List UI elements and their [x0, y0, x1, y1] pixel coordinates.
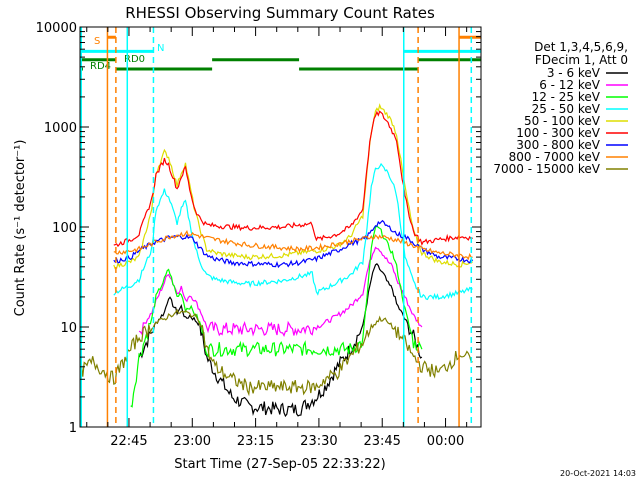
y-tick-label: 100: [52, 221, 77, 236]
legend-header: Det 1,3,4,5,6,9,: [534, 40, 628, 54]
flag-label-s: S: [94, 36, 100, 47]
axes: 1 10 100 1000 10000 22:45 23:00 23:15 23:30 23:45…: [36, 21, 481, 449]
series-line-12-25-kev: [130, 225, 423, 408]
series-line-100-300-kev: [113, 110, 473, 248]
legend-header: FDecim 1, Att 0: [535, 53, 628, 67]
legend-label-7000-15000-kev: 7000 - 15000 keV: [493, 162, 600, 176]
flag-label-n: N: [157, 43, 164, 54]
legend-label-12-25-kev: 12 - 25 keV: [532, 90, 601, 104]
y-tick-label: 1: [69, 421, 77, 436]
series-line-6-12-kev: [138, 246, 423, 338]
chart-title: RHESSI Observing Summary Count Rates: [125, 4, 435, 22]
flag-bars: S N RD0 RD4: [80, 35, 481, 72]
flag-label-rd0: RD0: [124, 54, 145, 65]
flag-label-rd4: RD4: [90, 61, 111, 72]
y-tick-label: 10: [60, 321, 77, 336]
legend-label-3-6-kev: 3 - 6 keV: [547, 66, 601, 80]
x-tick-label: 22:45: [110, 434, 147, 449]
footer-timestamp: 20-Oct-2021 14:03: [560, 469, 636, 478]
legend-label-100-300-kev: 100 - 300 keV: [516, 126, 600, 140]
legend-label-50-100-kev: 50 - 100 keV: [524, 114, 601, 128]
series-line-25-50-kev: [113, 162, 473, 301]
x-tick-label: 00:00: [427, 434, 464, 449]
x-axis-label: Start Time (27-Sep-05 22:33:22): [174, 457, 385, 472]
legend-label-800-7000-kev: 800 - 7000 keV: [509, 150, 601, 164]
x-tick-label: 23:30: [300, 434, 337, 449]
y-tick-label: 10000: [36, 21, 77, 36]
series-line-3-6-kev: [138, 262, 423, 418]
series-line-800-7000-kev: [113, 230, 473, 261]
legend-label-25-50-kev: 25 - 50 keV: [532, 102, 601, 116]
x-tick-label: 23:45: [363, 434, 400, 449]
y-tick-label: 1000: [44, 121, 77, 136]
legend-label-300-800-kev: 300 - 800 keV: [516, 138, 600, 152]
legend: Det 1,3,4,5,6,9,FDecim 1, Att 03 - 6 keV…: [493, 40, 628, 176]
x-tick-label: 23:00: [174, 434, 211, 449]
series-line-7000-15000-kev: [80, 308, 473, 397]
legend-label-6-12-kev: 6 - 12 keV: [539, 78, 601, 92]
y-axis-label: Count Rate (s⁻¹ detector⁻¹): [13, 140, 28, 317]
x-tick-label: 23:15: [237, 434, 274, 449]
vertical-markers: [80, 27, 473, 427]
data-layer: [80, 103, 474, 418]
